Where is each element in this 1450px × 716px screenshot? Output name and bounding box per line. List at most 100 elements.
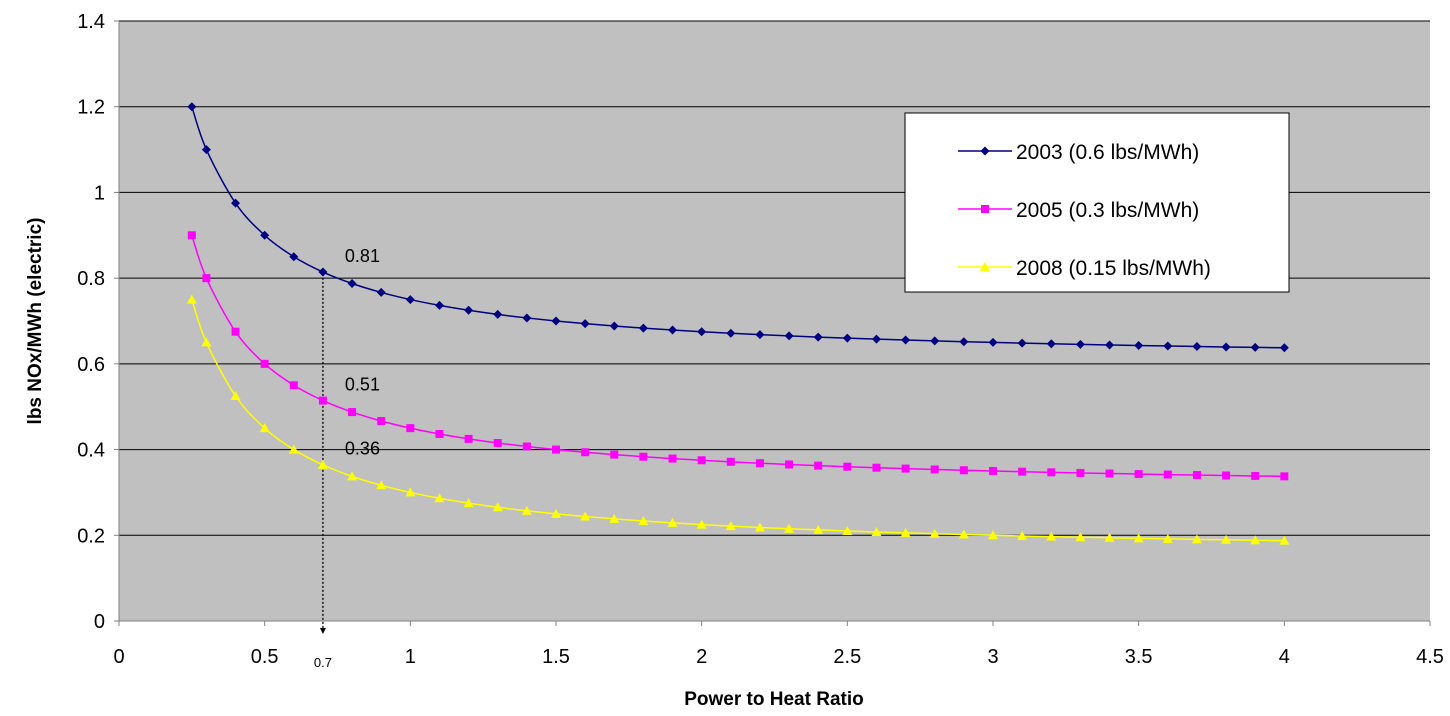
data-point	[231, 198, 241, 208]
data-point	[726, 328, 736, 338]
data-point	[1192, 341, 1202, 351]
data-point	[551, 316, 561, 326]
data-point	[843, 462, 852, 471]
legend: 2003 (0.6 lbs/MWh) 2005 (0.3 lbs/MWh) 2008…	[904, 112, 1290, 293]
data-point	[1280, 472, 1289, 481]
data-point	[1075, 532, 1086, 542]
data-point	[201, 145, 211, 155]
data-point	[1076, 468, 1085, 477]
data-point	[871, 526, 882, 536]
data-point	[493, 309, 503, 319]
data-point	[725, 521, 736, 531]
data-point	[1192, 471, 1201, 480]
data-point	[1018, 467, 1027, 476]
data-point	[580, 511, 591, 521]
data-point	[754, 522, 765, 532]
data-point	[260, 230, 270, 240]
y-axis-title: lbs NOx/MWh (electric)	[25, 218, 46, 425]
data-point	[492, 502, 503, 512]
data-point	[522, 313, 532, 323]
legend-item-0: 2003 (0.6 lbs/MWh)	[958, 141, 1199, 164]
data-point	[959, 337, 969, 347]
y-tick-label: 0.8	[77, 268, 105, 290]
data-point	[1017, 338, 1027, 348]
data-label: 0.51	[345, 374, 380, 394]
data-point	[1251, 471, 1260, 480]
data-point	[784, 331, 794, 341]
data-point	[980, 262, 990, 271]
data-point	[1075, 339, 1085, 349]
data-point	[201, 337, 212, 347]
y-tick-label: 0.4	[77, 440, 105, 462]
x-tick-labels: 0 0.5 1 1.5 2 2.5 3 3.5 4 4.5	[113, 621, 1444, 668]
data-point	[1250, 342, 1260, 352]
data-point	[1250, 535, 1261, 545]
data-point	[609, 321, 619, 331]
data-point	[231, 327, 240, 336]
data-point	[376, 480, 387, 490]
data-point	[318, 396, 327, 405]
data-point	[1134, 340, 1144, 350]
plot-area	[119, 21, 1430, 621]
data-point	[1221, 342, 1231, 352]
x-tick-label: 2	[696, 646, 707, 668]
y-tick-label: 0.2	[77, 525, 105, 547]
data-point	[785, 460, 794, 469]
data-point	[755, 330, 765, 340]
data-point	[813, 524, 824, 534]
data-point	[755, 459, 764, 468]
data-point	[405, 295, 415, 305]
data-point	[639, 452, 648, 461]
data-point	[989, 467, 997, 475]
data-point	[434, 300, 444, 310]
data-point	[434, 493, 445, 503]
data-point	[871, 334, 881, 344]
data-point	[552, 445, 560, 454]
data-point	[347, 279, 357, 288]
x-tick-label: 1.5	[542, 646, 570, 668]
legend-item-2: 2008 (0.15 lbs/MWh)	[958, 257, 1211, 280]
x-tick-label: 0.5	[251, 646, 279, 668]
data-point	[638, 516, 649, 525]
x-tick-label: 0	[113, 646, 124, 668]
data-point	[668, 325, 678, 335]
data-point	[1105, 469, 1114, 478]
x-tick-label: 3	[987, 646, 998, 668]
series-0	[187, 102, 1289, 353]
x-tick-label: 4	[1279, 646, 1290, 668]
data-point	[900, 527, 911, 537]
data-point	[435, 429, 444, 438]
data-point	[581, 448, 590, 457]
data-point	[901, 464, 910, 473]
data-point	[202, 274, 211, 283]
x-marker-line: 0.7	[314, 273, 332, 670]
drop-arrow	[319, 628, 326, 634]
data-point	[187, 231, 196, 240]
y-tick-label: 1	[94, 182, 105, 204]
y-tick-label: 1.2	[77, 97, 105, 119]
data-point	[784, 523, 795, 533]
data-point	[289, 252, 299, 262]
x-tick-label: 3.5	[1125, 646, 1153, 668]
data-point	[988, 337, 998, 347]
x-axis-title: Power to Heat Ratio	[684, 689, 863, 710]
data-point	[842, 526, 853, 535]
data-point	[186, 294, 197, 304]
x-tick-label: 1	[405, 646, 416, 668]
data-label: 0.36	[345, 439, 380, 459]
data-point	[522, 442, 531, 451]
data-point	[1191, 534, 1202, 544]
x-tick-label: 4.5	[1416, 646, 1444, 668]
data-label: 0.81	[345, 246, 380, 266]
data-point	[348, 408, 357, 417]
data-point	[1134, 470, 1143, 479]
data-point	[1279, 535, 1290, 545]
data-point	[230, 391, 241, 400]
data-point	[405, 487, 416, 497]
data-point	[317, 459, 328, 469]
data-point	[1047, 468, 1056, 477]
data-point	[980, 146, 990, 156]
series-1	[187, 231, 1289, 481]
data-point	[289, 381, 298, 390]
